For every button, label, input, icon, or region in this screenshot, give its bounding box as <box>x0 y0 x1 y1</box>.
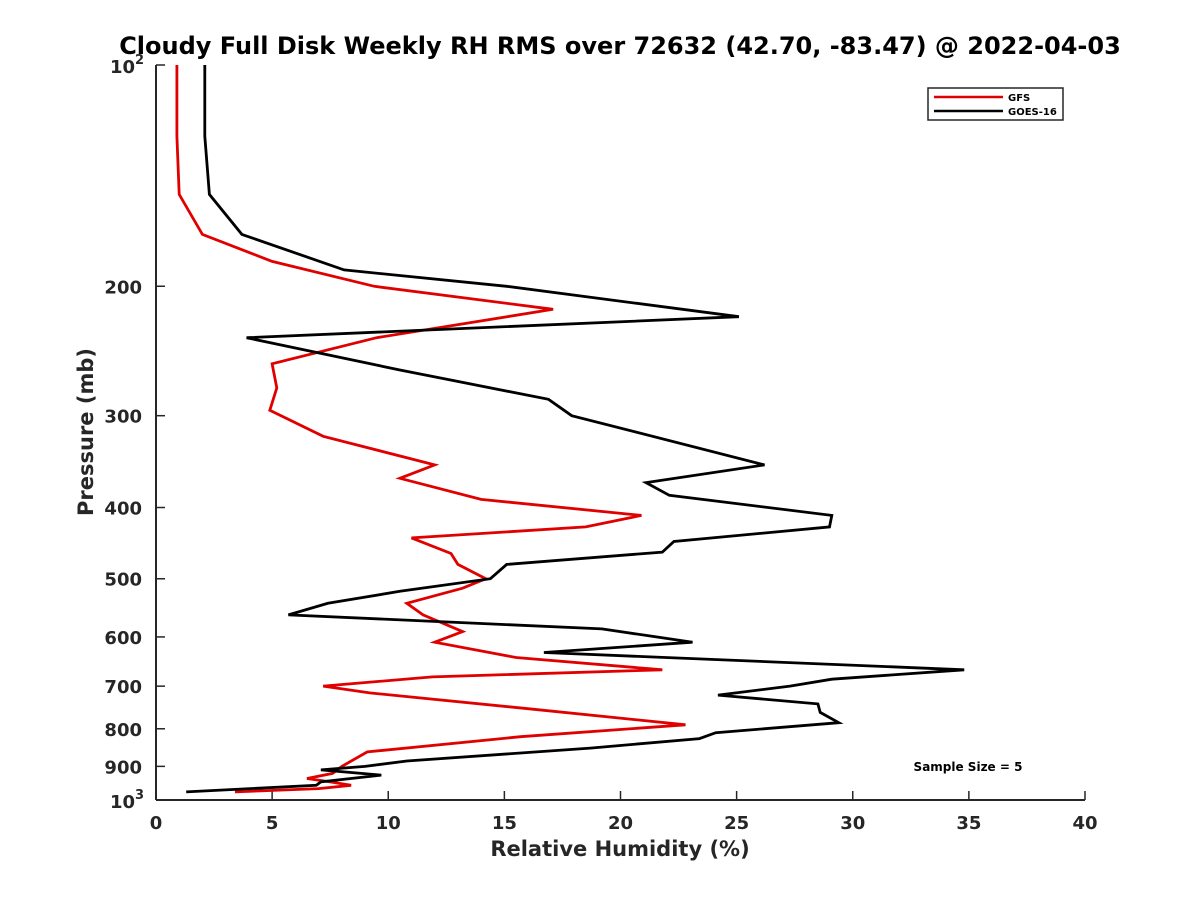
x-tick-label: 35 <box>956 813 981 834</box>
x-tick-label: 5 <box>266 813 279 834</box>
y-tick-label: 10 <box>110 57 135 78</box>
y-tick-label: 300 <box>104 407 142 428</box>
x-axis-label: Relative Humidity (%) <box>490 837 749 861</box>
y-tick-label: 400 <box>104 499 142 520</box>
x-tick-label: 15 <box>492 813 517 834</box>
x-tick-label: 25 <box>724 813 749 834</box>
y-axis-label: Pressure (mb) <box>74 348 98 516</box>
y-tick-exponent: 2 <box>135 53 144 68</box>
y-tick-label: 200 <box>104 277 142 298</box>
plot-axes <box>155 65 1085 801</box>
legend-label-goes16: GOES-16 <box>1008 107 1057 118</box>
sample-size-annotation: Sample Size = 5 <box>914 760 1023 774</box>
legend-label-gfs: GFS <box>1008 93 1030 104</box>
y-tick-label: 700 <box>104 677 142 698</box>
x-tick-label: 30 <box>840 813 865 834</box>
series-lines <box>175 65 965 794</box>
series-line-gfs <box>175 65 686 794</box>
y-tick-label: 800 <box>104 720 142 741</box>
x-tick-label: 0 <box>150 813 163 834</box>
y-tick-exponent: 3 <box>135 788 144 803</box>
y-tick-label: 900 <box>104 757 142 778</box>
legend: GFS GOES-16 <box>927 87 1064 121</box>
legend-box <box>927 87 1064 121</box>
x-tick-label: 10 <box>376 813 401 834</box>
x-tick-label: 40 <box>1072 813 1097 834</box>
y-tick-label: 500 <box>104 570 142 591</box>
y-tick-label: 10 <box>110 792 135 813</box>
series-line-goes16 <box>186 65 965 794</box>
chart-title: Cloudy Full Disk Weekly RH RMS over 7263… <box>119 32 1121 60</box>
y-tick-label: 600 <box>104 628 142 649</box>
x-tick-label: 20 <box>608 813 633 834</box>
